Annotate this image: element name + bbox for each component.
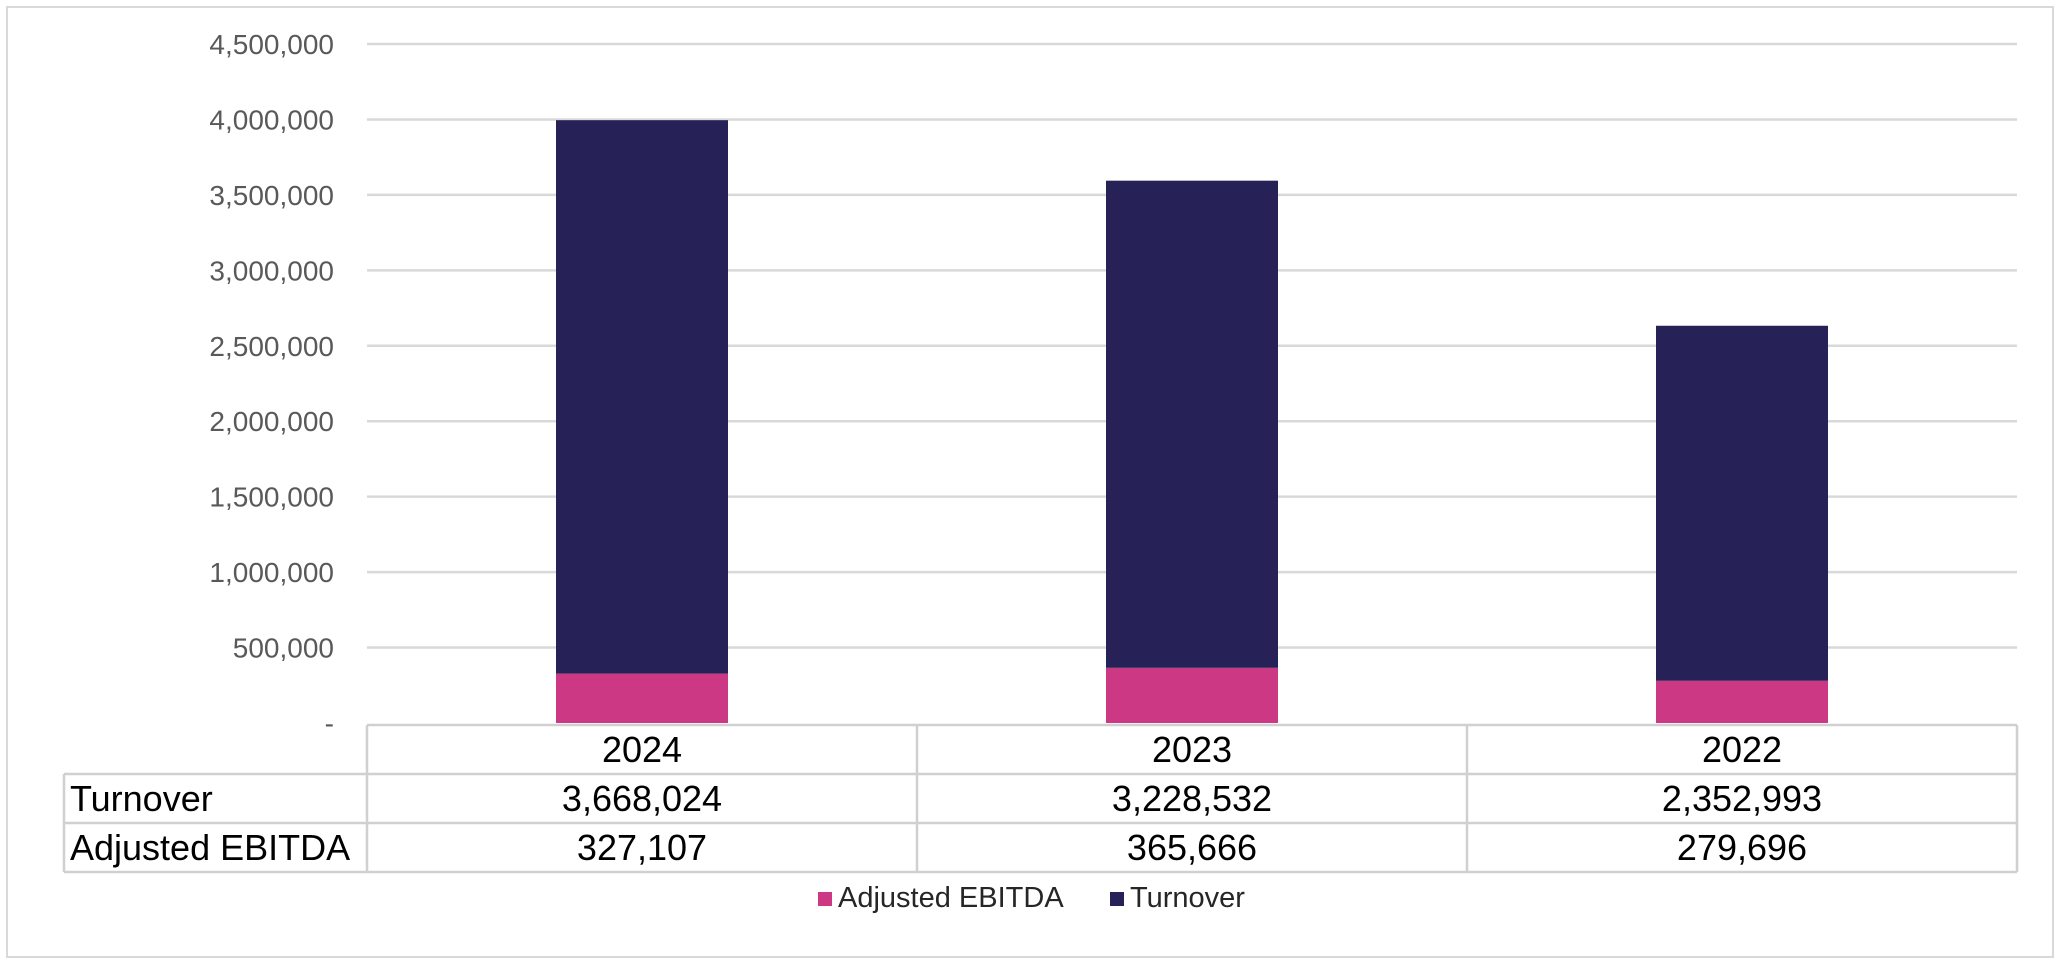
legend-swatch	[818, 892, 832, 906]
table-cell-value: 3,228,532	[1112, 778, 1272, 819]
y-tick-label: 2,500,000	[209, 331, 334, 362]
legend-label: Adjusted EBITDA	[838, 882, 1064, 914]
y-tick-label: 1,000,000	[209, 557, 334, 588]
data-table: 2024 2023 2022 Turnover 3,668,024 3,228,532 2,…	[62, 723, 2019, 874]
y-tick-label: 1,500,000	[209, 482, 334, 513]
y-tick-label: 4,000,000	[209, 104, 334, 135]
legend-item: Adjusted EBITDA	[818, 882, 1064, 914]
y-tick-label: -	[325, 708, 334, 739]
table-cell-value: 3,668,024	[562, 778, 722, 819]
y-tick-label: 500,000	[233, 633, 334, 664]
bar-segment-turnover	[1106, 180, 1278, 668]
x-category-label: 2023	[1152, 729, 1232, 770]
y-tick-label: 2,000,000	[209, 406, 334, 437]
bars	[556, 120, 1828, 723]
x-category-label: 2024	[602, 729, 682, 770]
legend: Adjusted EBITDA Turnover	[818, 882, 1245, 914]
y-axis-tick-labels: - 500,000 1,000,000 1,500,000 2,000,000 2,500…	[209, 29, 334, 739]
y-tick-label: 3,500,000	[209, 180, 334, 211]
table-cell-value: 365,666	[1127, 827, 1257, 868]
x-category-label: 2022	[1702, 729, 1782, 770]
y-tick-label: 3,000,000	[209, 255, 334, 286]
bar-segment-adjusted-ebitda	[1106, 667, 1278, 723]
bar-segment-turnover	[556, 120, 728, 674]
legend-swatch	[1110, 892, 1124, 906]
table-row-label: Turnover	[70, 778, 213, 819]
legend-item: Turnover	[1110, 882, 1245, 914]
table-cell-value: 279,696	[1677, 827, 1807, 868]
table-row-label: Adjusted EBITDA	[70, 827, 350, 868]
bar-segment-adjusted-ebitda	[1656, 680, 1828, 723]
legend-label: Turnover	[1130, 882, 1245, 914]
table-cell-value: 327,107	[577, 827, 707, 868]
bar-segment-turnover	[1656, 325, 1828, 681]
y-tick-label: 4,500,000	[209, 29, 334, 60]
bar-segment-adjusted-ebitda	[556, 673, 728, 723]
table-cell-value: 2,352,993	[1662, 778, 1822, 819]
